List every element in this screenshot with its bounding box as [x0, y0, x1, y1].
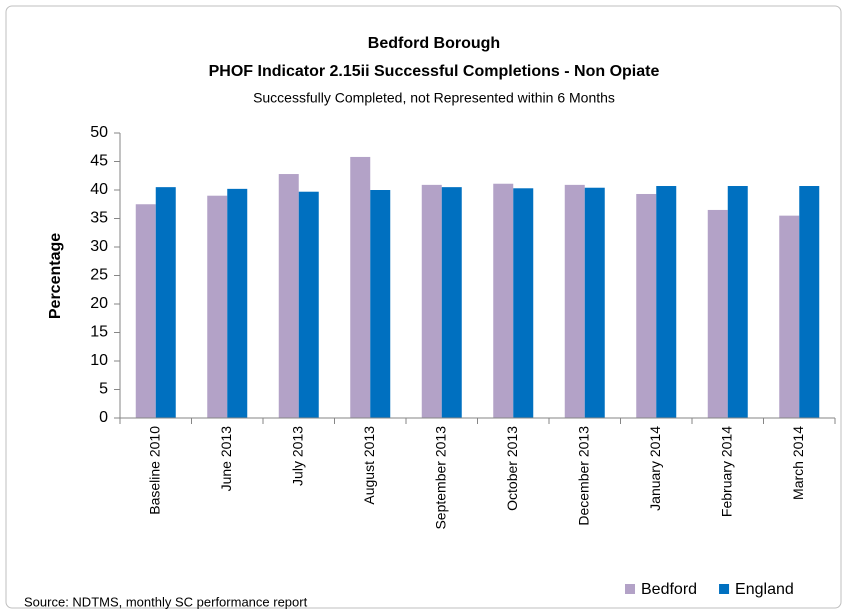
bar — [207, 195, 228, 418]
chart-title: Bedford Borough — [368, 35, 500, 52]
legend-label: Bedford — [641, 581, 697, 598]
x-tick-label: March 2014 — [790, 426, 806, 500]
bar — [155, 187, 176, 418]
bar — [227, 188, 248, 418]
bar — [278, 174, 299, 418]
x-tick-label: August 2013 — [361, 426, 377, 505]
y-axis-label: Percentage — [47, 233, 64, 319]
bar — [421, 184, 442, 418]
bar — [707, 209, 728, 418]
x-tick-label: Baseline 2010 — [146, 426, 162, 515]
y-tick-label: 45 — [90, 153, 108, 170]
x-tick-label: October 2013 — [504, 426, 520, 511]
bar — [799, 186, 820, 418]
y-tick-label: 10 — [90, 352, 108, 369]
bar — [779, 215, 800, 418]
bar — [584, 187, 605, 418]
bar — [636, 193, 657, 418]
bar — [298, 191, 319, 418]
x-tick-label: February 2014 — [718, 426, 734, 517]
bar — [441, 187, 462, 418]
y-tick-label: 20 — [90, 295, 108, 312]
bar — [564, 184, 585, 418]
y-tick-label: 40 — [90, 181, 108, 198]
y-tick-label: 30 — [90, 238, 108, 255]
x-tick-label: January 2014 — [647, 426, 663, 511]
bar — [656, 186, 677, 418]
y-tick-label: 50 — [90, 124, 108, 141]
bar — [493, 183, 514, 418]
y-tick-label: 5 — [99, 381, 108, 398]
bar — [350, 156, 371, 418]
y-tick-label: 15 — [90, 324, 108, 341]
legend-swatch — [719, 584, 730, 594]
x-tick-label: September 2013 — [432, 426, 448, 530]
bar — [727, 186, 748, 418]
x-tick-label: December 2013 — [575, 426, 591, 526]
x-tick-label: June 2013 — [218, 426, 234, 492]
chart-subtitle: Successfully Completed, not Represented … — [253, 90, 615, 106]
bar — [370, 190, 391, 418]
legend-swatch — [625, 584, 635, 594]
bar — [513, 188, 534, 418]
bar — [135, 204, 156, 418]
chart-title: PHOF Indicator 2.15ii Successful Complet… — [209, 63, 660, 80]
source-note: Source: NDTMS, monthly SC performance re… — [24, 594, 308, 609]
x-tick-label: July 2013 — [289, 426, 305, 486]
y-tick-label: 25 — [90, 267, 108, 284]
legend-label: England — [735, 581, 794, 598]
y-tick-label: 0 — [99, 409, 108, 426]
y-tick-label: 35 — [90, 210, 108, 227]
